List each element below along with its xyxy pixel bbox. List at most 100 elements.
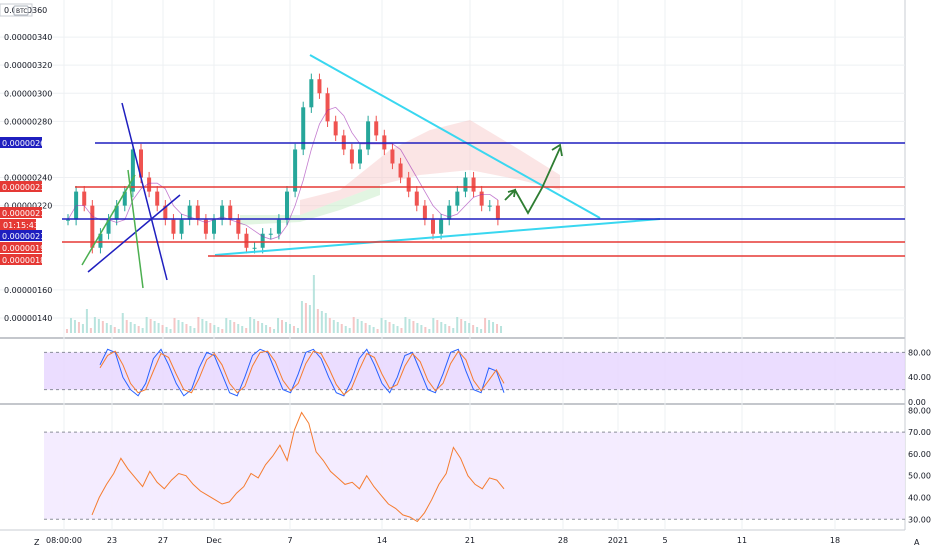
volume-bar [189,326,192,333]
price-tag-label: 0.00000210 [2,232,50,241]
volume-bar [153,321,156,333]
volume-bar [149,319,152,333]
volume-bar [412,321,415,333]
time-axis[interactable]: 08:00:00 23 27 Dec 7 14 21 28 2021 5 11 18 [46,536,840,545]
candle-body [463,177,468,192]
volume-bar [480,329,483,333]
price-tag-label: 0.00000215 [2,209,50,218]
volume-bar [372,327,375,333]
volume-bar [85,309,88,333]
volume-bar [261,323,264,333]
rsi-tick-label: 40.00 [908,494,931,503]
time-tick-label: 14 [377,536,387,545]
candle-body [179,219,184,234]
price-tick-label: 0.00000240 [4,174,52,183]
candle-body [479,191,484,206]
volume-bar [101,321,104,333]
projection-arrow [504,147,561,215]
volume-bar [253,319,256,333]
volume-bar [213,325,216,333]
volume-bar [424,327,427,333]
price-tag [0,254,42,265]
price-tag-label: 0.00000233 [2,183,50,192]
corner-right-label[interactable]: A [914,538,920,547]
volume-bar [404,317,407,333]
currency-badge-label: BTC [16,8,28,15]
volume-bar [416,323,419,333]
volume-bar [296,328,299,333]
volume-bar [177,320,180,333]
volume-bar [165,327,168,333]
volume-bar [484,318,487,333]
countdown-tag [0,219,36,230]
arrow-head-small [507,188,517,198]
time-tick-label: Dec [206,536,221,545]
candle-body [147,177,152,192]
ascending-trendline [214,218,661,256]
volume-bar [129,322,132,333]
candle-body [252,247,257,249]
price-axis[interactable]: 0.0000360 BTC 0.000003400.000003200.0000… [0,3,52,323]
candle-body [276,219,281,234]
drawn-line-steep [121,102,168,281]
volume-bar [488,320,491,333]
candle-body [260,233,265,248]
stoch-tick-label: 80.00 [908,348,931,357]
price-tick-label: 0.00000140 [4,314,52,323]
price-tick-label: 0.00000280 [4,117,52,126]
candle-body [333,121,338,136]
volume-bar [113,327,116,333]
countdown-label: 01:15:43 [3,221,39,230]
volume-bar [312,275,315,333]
corner-left-label[interactable]: Z [34,538,40,547]
stochastic-rsi-pane[interactable] [44,348,905,397]
candle-body [220,205,225,220]
currency-badge[interactable] [13,5,29,16]
stoch-tick-label: 0.00 [908,398,926,407]
candle-body [228,205,233,220]
cloud-bullish [240,185,380,225]
time-tick-label: 2021 [608,536,628,545]
drawn-line-rise [87,194,181,273]
volume-bar [348,328,351,333]
drawing-tools[interactable] [62,54,905,289]
volume-bar [145,317,148,333]
candle-body [139,149,143,178]
candle-body [495,205,500,220]
volume-bar [472,325,475,333]
time-tick-label: 28 [558,536,568,545]
candle-body [447,205,452,220]
candle-body [155,191,160,206]
rsi-pane[interactable] [44,411,905,523]
volume-bar [77,322,80,333]
volume-bar [209,323,212,333]
volume-bar [368,325,371,333]
volume-bar [69,318,72,333]
time-tick-label: 11 [737,536,747,545]
volume-bar [201,319,204,333]
candle-body [431,219,435,234]
volume-bar [277,318,280,333]
candle-body [90,205,95,248]
volume-bar [384,320,387,333]
volume-bar [288,324,291,333]
rsi-line [91,411,505,523]
price-pane[interactable] [62,54,905,333]
volume-bar [364,323,367,333]
volume-bar [428,329,431,333]
volume-bars [66,275,503,333]
volume-bar [300,301,303,333]
candle-body [301,107,306,150]
volume-bar [245,328,248,333]
rsi-tick-label: 30.00 [908,515,931,524]
volume-bar [161,325,164,333]
time-tick-label: 5 [662,536,667,545]
volume-bar [396,326,399,333]
volume-bar [380,318,383,333]
price-tag [0,137,42,148]
price-tick-label: 0.00000340 [4,33,52,42]
volume-bar [221,329,224,333]
descending-trendline [309,54,601,219]
time-tick-label: 18 [830,536,840,545]
